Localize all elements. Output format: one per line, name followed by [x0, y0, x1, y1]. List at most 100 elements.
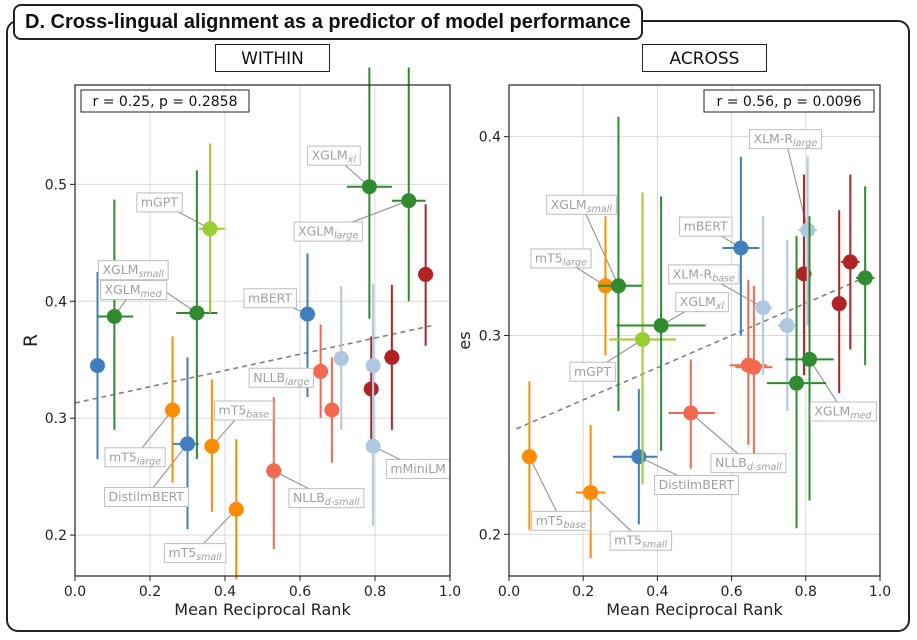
point-marker [333, 351, 349, 367]
data-point [363, 336, 379, 442]
model-label-box [710, 453, 787, 474]
model-label: XGLMmed [809, 401, 877, 422]
model-label: mT5base [214, 400, 274, 421]
x-tick-label: 0.6 [720, 584, 742, 600]
model-label: XGLMlarge [293, 221, 363, 242]
model-label: XGLMsmall [97, 260, 169, 281]
y-tick-label: 0.2 [479, 527, 501, 543]
model-size-subscript: base [712, 273, 735, 284]
model-size-subscript: large [334, 231, 358, 242]
model-size-subscript: base [246, 409, 269, 420]
model-label-box [530, 248, 592, 269]
data-point [785, 216, 834, 501]
point-marker [401, 193, 417, 209]
data-point [766, 236, 827, 529]
model-label-text: mBERT [248, 290, 292, 305]
data-point [798, 156, 817, 326]
point-marker [755, 300, 771, 316]
label-leader-line [580, 204, 619, 287]
point-marker [831, 296, 847, 312]
model-label: mT5base [531, 510, 591, 531]
model-label-box [668, 264, 740, 285]
x-tick-label: 0.0 [498, 584, 520, 600]
point-marker [779, 318, 795, 334]
model-name: XGLM [105, 282, 141, 297]
model-size-subscript: small [138, 269, 164, 280]
model-name: NLLB [253, 370, 285, 385]
model-label-text: mBERT [684, 219, 728, 234]
point-marker [165, 402, 180, 418]
data-point [90, 272, 105, 460]
point-marker [802, 351, 818, 367]
model-name: NLLB [293, 490, 325, 505]
point-marker [583, 485, 599, 501]
model-size-subscript: base [563, 520, 586, 531]
model-name: mT5 [536, 513, 564, 528]
model-label-box [569, 361, 616, 382]
model-label-text: XGLMmed [105, 282, 163, 300]
point-marker [106, 308, 122, 324]
data-point [521, 381, 537, 531]
model-label: XLM-Rbase [668, 264, 740, 285]
model-label: DistilmBERT [654, 475, 739, 496]
model-name: NLLB [715, 455, 747, 470]
stats-annotation: r = 0.25, p = 0.2858 [93, 94, 238, 110]
model-size-subscript: xl [347, 155, 357, 166]
point-marker [857, 270, 873, 286]
point-marker [800, 222, 816, 238]
x-tick-label: 0.2 [139, 584, 161, 600]
point-marker [204, 438, 220, 454]
trend-line [516, 275, 870, 430]
model-label-box [163, 543, 227, 564]
point-marker [189, 305, 205, 321]
x-tick-label: 0.8 [364, 584, 386, 600]
trend-line [74, 325, 432, 404]
point-marker [653, 318, 669, 334]
model-label: mGPT [136, 192, 183, 213]
stats-annotation: r = 0.56, p = 0.0096 [717, 94, 862, 110]
model-label-box [749, 129, 822, 150]
model-label-box [609, 530, 673, 551]
model-label-text: XGLMxl [312, 148, 357, 166]
model-label-box [100, 280, 168, 301]
point-marker [324, 402, 340, 418]
point-marker [384, 349, 400, 365]
model-name: mMiniLM [390, 461, 446, 476]
model-label: mT5large [104, 447, 166, 468]
model-label-text: DistilmBERT [659, 477, 735, 492]
model-label-text: XGLMmed [814, 404, 872, 422]
data-point [616, 196, 706, 451]
data-point [609, 192, 676, 485]
model-size-subscript: large [137, 456, 161, 467]
model-name: XGLM [298, 224, 334, 239]
data-point [841, 174, 860, 350]
model-size-subscript: small [587, 204, 613, 215]
x-tick-label: 0.8 [795, 584, 817, 600]
model-size-subscript: small [196, 552, 222, 563]
model-label-box [214, 400, 274, 421]
model-name: XLM-R [673, 266, 713, 281]
point-marker [746, 359, 762, 375]
model-name: mT5 [109, 449, 137, 464]
model-label-box [288, 488, 365, 509]
data-point [831, 210, 847, 394]
x-tick-label: 0.2 [572, 584, 594, 600]
point-marker [90, 358, 105, 374]
data-point [668, 359, 715, 469]
data-point [365, 326, 381, 526]
model-label-box [679, 216, 733, 237]
x-axis-label: Mean Reciprocal Rank [606, 600, 783, 619]
model-label: XGLMsmall [546, 194, 617, 215]
x-tick-label: 1.0 [439, 584, 461, 600]
model-label-text: XGLMlarge [298, 224, 358, 242]
model-label-text: XLM-Rlarge [754, 131, 818, 149]
model-name: XLM-R [754, 131, 794, 146]
data-point [333, 286, 349, 430]
point-marker [789, 375, 805, 391]
model-label: XGLMmed [100, 280, 168, 301]
model-name: mT5 [614, 533, 642, 548]
model-label-box [248, 367, 314, 388]
model-name: mGPT [574, 364, 611, 379]
point-marker [202, 221, 218, 237]
